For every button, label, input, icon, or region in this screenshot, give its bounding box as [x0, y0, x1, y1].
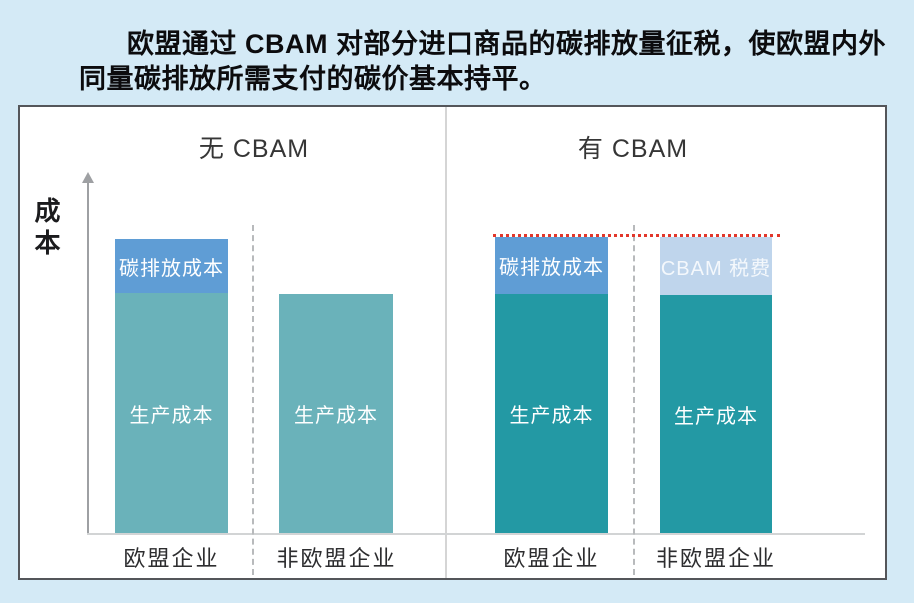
bar-separator-right-panel — [633, 225, 635, 575]
category-label-noneu-no-cbam: 非欧盟企业 — [276, 546, 397, 571]
headline-line-1: 欧盟通过 CBAM 对部分进口商品的碳排放量征税，使欧盟内外 — [127, 29, 886, 59]
bar-noneu-cbam-tax-segment: CBAM 税费 — [660, 237, 772, 295]
category-label-eu-no-cbam: 欧盟企业 — [123, 546, 220, 571]
y-axis-arrow-icon — [82, 172, 94, 183]
bar-eu-production-cost-segment: 生产成本 — [115, 293, 228, 533]
bar-eu-carbon-cost-segment: 碳排放成本 — [115, 239, 228, 293]
segment-label: 生产成本 — [509, 405, 594, 427]
segment-label: 生产成本 — [674, 405, 758, 428]
segment-label: CBAM 税费 — [660, 257, 772, 280]
x-axis-baseline — [87, 533, 865, 535]
y-axis — [87, 183, 89, 533]
headline-line-2: 同量碳排放所需支付的碳价基本持平。 — [79, 64, 547, 94]
segment-label: 碳排放成本 — [119, 257, 224, 280]
bar-separator-left-panel — [252, 225, 254, 575]
category-label-eu-with-cbam: 欧盟企业 — [503, 546, 600, 571]
equal-cost-reference-line — [493, 234, 780, 237]
bar-eu-cbam-production-cost-segment: 生产成本 — [495, 294, 608, 533]
segment-label: 生产成本 — [129, 404, 214, 427]
panel-divider — [445, 107, 447, 578]
category-label-noneu-with-cbam: 非欧盟企业 — [655, 546, 776, 571]
segment-label: 碳排放成本 — [499, 257, 604, 279]
segment-label: 生产成本 — [294, 405, 378, 427]
bar-eu-cbam-carbon-cost-segment: 碳排放成本 — [495, 237, 608, 294]
y-axis-label: 成本 — [31, 197, 61, 261]
panel-title-no-cbam: 无 CBAM — [198, 135, 310, 163]
chart-container: 无 CBAM 有 CBAM 成本 碳排放成本 生产成本 生产成本 碳排放成本 生… — [18, 105, 887, 580]
panel-title-with-cbam: 有 CBAM — [577, 135, 689, 163]
bar-noneu-production-cost-segment: 生产成本 — [279, 294, 393, 533]
bar-noneu-cbam-production-cost-segment: 生产成本 — [660, 295, 772, 533]
